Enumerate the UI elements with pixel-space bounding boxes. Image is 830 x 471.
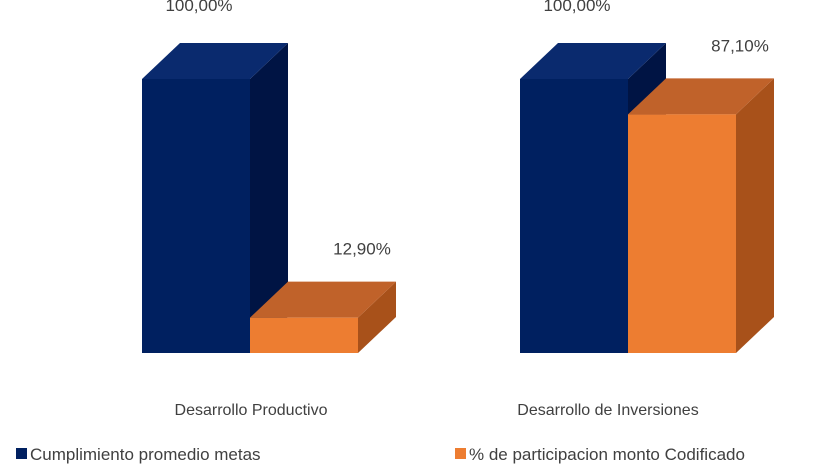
legend-label: Cumplimiento promedio metas (30, 445, 261, 464)
bar-cumplimiento-1 (142, 43, 288, 353)
legend-item-2: % de participacion monto Codificado (455, 445, 745, 464)
category-label: Desarrollo Productivo (175, 402, 328, 419)
category-labels-layer: Desarrollo Productivo Desarrollo de Inver… (175, 402, 699, 419)
bar-front-face (628, 114, 736, 353)
data-label: 100,00% (543, 0, 610, 15)
legend-swatch (455, 448, 466, 459)
bar-side-face (358, 281, 396, 353)
legend-item-1: Cumplimiento promedio metas (16, 445, 261, 464)
bar-top-face (628, 78, 774, 115)
data-label: 12,90% (333, 240, 391, 259)
value-labels-layer: 100,00% 12,90% 100,00% 87,10% (165, 0, 768, 259)
bar-front-face (520, 79, 628, 353)
bars-layer (142, 43, 774, 353)
bar-participacion-2 (628, 78, 774, 353)
bar-front-face (142, 79, 250, 353)
bar-side-face (736, 78, 774, 353)
bar-front-face (250, 317, 358, 353)
legend-label: % de participacion monto Codificado (469, 445, 745, 464)
bar-top-face (142, 43, 288, 79)
category-label: Desarrollo de Inversiones (517, 402, 698, 419)
bar-participacion-1 (250, 281, 396, 353)
bar-top-face (520, 43, 666, 79)
legend: Cumplimiento promedio metas % de particip… (16, 445, 745, 464)
legend-swatch (16, 448, 27, 459)
data-label: 100,00% (165, 0, 232, 15)
bar-top-face (250, 281, 396, 318)
data-label: 87,10% (711, 36, 769, 55)
bar-side-face (250, 43, 288, 353)
